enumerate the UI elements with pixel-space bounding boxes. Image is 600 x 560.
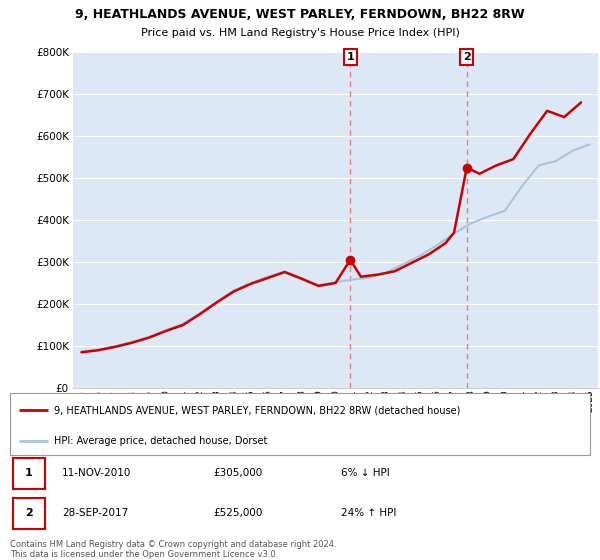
Text: 9, HEATHLANDS AVENUE, WEST PARLEY, FERNDOWN, BH22 8RW: 9, HEATHLANDS AVENUE, WEST PARLEY, FERND… [75,8,525,21]
Text: 2: 2 [25,508,33,519]
Text: 6% ↓ HPI: 6% ↓ HPI [341,468,389,478]
FancyBboxPatch shape [10,393,590,455]
Text: 28-SEP-2017: 28-SEP-2017 [62,508,128,519]
Text: £525,000: £525,000 [213,508,262,519]
Text: Contains HM Land Registry data © Crown copyright and database right 2024.
This d: Contains HM Land Registry data © Crown c… [10,540,337,559]
Text: 24% ↑ HPI: 24% ↑ HPI [341,508,396,519]
Text: 1: 1 [346,52,354,62]
Text: HPI: Average price, detached house, Dorset: HPI: Average price, detached house, Dors… [53,436,267,446]
Text: £305,000: £305,000 [213,468,262,478]
Text: 9, HEATHLANDS AVENUE, WEST PARLEY, FERNDOWN, BH22 8RW (detached house): 9, HEATHLANDS AVENUE, WEST PARLEY, FERND… [53,405,460,416]
FancyBboxPatch shape [13,498,45,529]
FancyBboxPatch shape [13,458,45,488]
Text: Price paid vs. HM Land Registry's House Price Index (HPI): Price paid vs. HM Land Registry's House … [140,28,460,38]
Text: 1: 1 [25,468,33,478]
Text: 11-NOV-2010: 11-NOV-2010 [62,468,131,478]
Text: 2: 2 [463,52,470,62]
